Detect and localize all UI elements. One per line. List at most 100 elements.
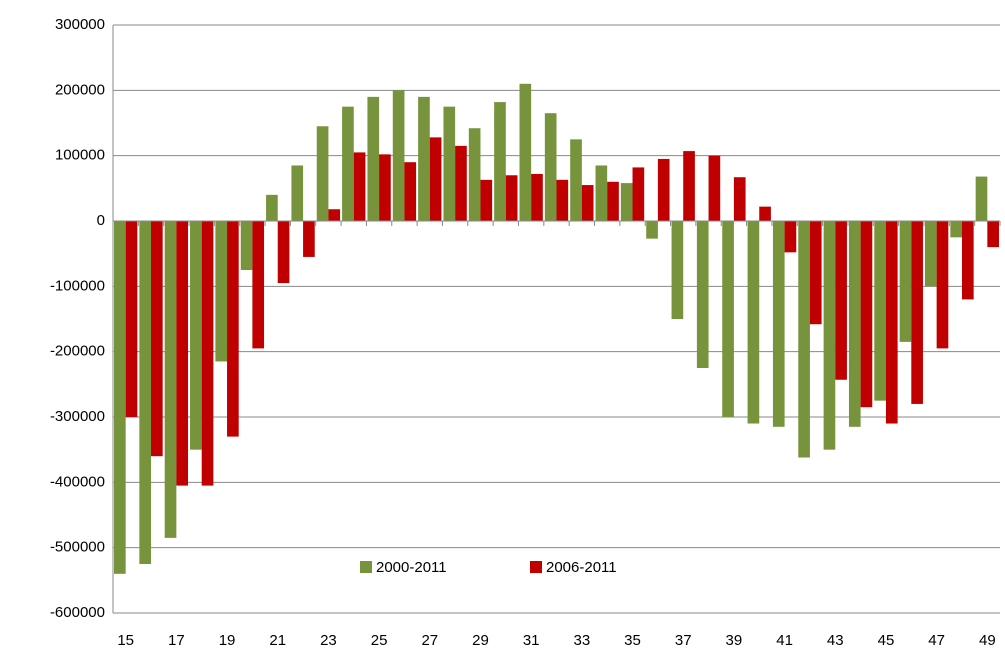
x-tick-label: 37 <box>675 632 692 649</box>
bar <box>190 221 202 450</box>
bar <box>581 185 594 221</box>
bar <box>468 128 481 221</box>
bar <box>874 221 886 401</box>
bar <box>607 181 619 221</box>
y-tick-label: -400000 <box>50 473 105 490</box>
bar <box>823 221 836 450</box>
bar <box>733 177 746 221</box>
bar <box>759 206 771 221</box>
y-tick-label: 300000 <box>55 16 105 33</box>
y-tick-label: 100000 <box>55 147 105 164</box>
bar <box>215 221 228 362</box>
bar <box>531 173 543 221</box>
x-tick-label: 45 <box>878 632 895 649</box>
bar <box>924 221 937 287</box>
bar <box>987 221 999 248</box>
y-tick-label: -600000 <box>50 604 105 621</box>
legend-label: 2000-2011 <box>376 559 447 576</box>
bar <box>519 83 532 221</box>
bar <box>151 221 163 457</box>
legend-swatch <box>360 561 372 573</box>
bar <box>316 126 329 221</box>
y-tick-label: -500000 <box>50 539 105 556</box>
bar <box>784 221 797 253</box>
bar <box>708 155 721 221</box>
x-tick-label: 47 <box>928 632 945 649</box>
bar <box>911 221 923 404</box>
bar <box>798 221 810 458</box>
bar <box>696 221 709 368</box>
bar <box>899 221 912 342</box>
bar <box>848 221 861 427</box>
bar <box>240 221 253 270</box>
bar <box>632 167 645 221</box>
bar <box>772 221 785 427</box>
bar <box>392 90 405 221</box>
bar <box>125 221 138 417</box>
bar <box>975 176 988 221</box>
bar <box>114 221 126 574</box>
x-tick-label: 27 <box>421 632 438 649</box>
bar <box>429 137 442 221</box>
bar <box>595 165 608 221</box>
bar <box>418 96 430 221</box>
bar <box>646 221 658 239</box>
x-tick-label: 41 <box>776 632 793 649</box>
x-tick-label: 35 <box>624 632 641 649</box>
legend-swatch <box>530 561 542 573</box>
bar <box>176 221 189 486</box>
y-tick-label: 200000 <box>55 81 105 98</box>
x-tick-label: 39 <box>726 632 743 649</box>
bar <box>227 221 239 437</box>
bar <box>252 221 265 349</box>
x-tick-label: 49 <box>979 632 996 649</box>
bar <box>683 151 695 221</box>
bar <box>277 221 290 284</box>
bar <box>164 221 177 538</box>
bar <box>266 194 278 221</box>
y-tick-label: -200000 <box>50 343 105 360</box>
bar <box>747 221 760 424</box>
bar <box>404 162 417 221</box>
bar <box>671 221 684 319</box>
bar <box>443 106 456 221</box>
x-tick-label: 17 <box>168 632 185 649</box>
x-tick-label: 19 <box>219 632 236 649</box>
bar <box>480 179 493 221</box>
bar <box>860 221 873 408</box>
bar <box>342 106 354 221</box>
bar <box>809 221 822 325</box>
bar <box>570 139 582 221</box>
bar <box>961 221 974 300</box>
y-tick-label: -300000 <box>50 408 105 425</box>
bar <box>620 183 633 221</box>
x-tick-label: 21 <box>269 632 286 649</box>
bar <box>379 154 391 221</box>
bar <box>505 175 518 221</box>
bar <box>657 158 670 221</box>
bar <box>722 221 734 417</box>
bar <box>544 113 557 221</box>
bar <box>936 221 949 349</box>
bar <box>201 221 214 486</box>
x-tick-label: 25 <box>371 632 388 649</box>
bar <box>835 221 847 380</box>
bar <box>556 179 569 221</box>
bar <box>303 221 315 257</box>
legend-label: 2006-2011 <box>546 559 617 576</box>
y-tick-label: -100000 <box>50 277 105 294</box>
x-tick-label: 23 <box>320 632 337 649</box>
bar <box>367 96 380 221</box>
x-tick-label: 29 <box>472 632 489 649</box>
x-tick-label: 43 <box>827 632 844 649</box>
bar <box>455 145 467 221</box>
bar <box>139 221 152 564</box>
bar <box>328 209 341 221</box>
bar <box>950 221 962 238</box>
x-tick-label: 33 <box>573 632 590 649</box>
bar <box>353 152 366 221</box>
bar <box>291 165 304 221</box>
bar <box>885 221 898 424</box>
y-tick-label: 0 <box>97 212 105 229</box>
